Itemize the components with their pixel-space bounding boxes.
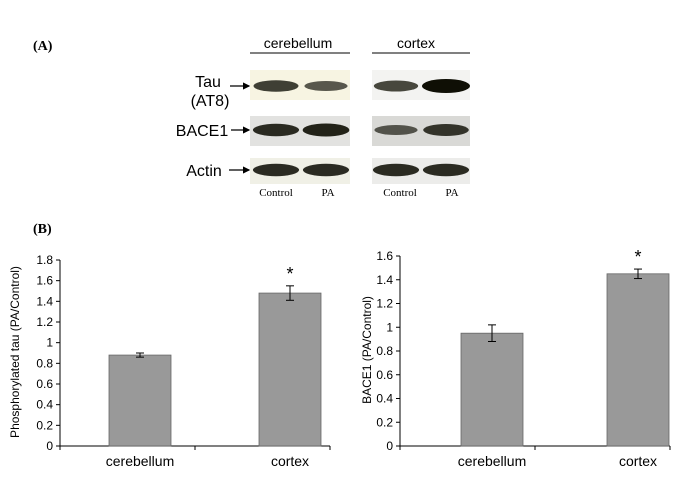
region-label-cerebellum: cerebellum <box>264 35 332 51</box>
y-tick-label: 0.8 <box>376 344 393 358</box>
y-tick-label: 0.4 <box>36 398 53 412</box>
y-tick-label: 0 <box>46 439 53 453</box>
y-tick-label: 1.2 <box>376 297 393 311</box>
y-tick-label: 1.6 <box>376 249 393 263</box>
y-axis-label: BACE1 (PA/Control) <box>360 296 374 404</box>
band-tau-cerebellum-control <box>253 80 299 92</box>
band-actin-cortex-control <box>372 163 420 177</box>
y-tick-label: 0.8 <box>36 356 53 370</box>
chart-phosphorylated-tau: 0 0.2 0.4 0.6 0.8 1 1.2 1.4 1.6 1.8 Phosphorylated… <box>8 253 331 469</box>
x-category-label-cortex: cortex <box>271 453 309 469</box>
x-category-label-cerebellum: cerebellum <box>458 453 526 469</box>
band-actin-cerebellum-pa <box>302 163 350 177</box>
row-label-bace1: BACE1 <box>176 123 229 140</box>
band-bace1-cortex-control <box>374 125 418 135</box>
significance-marker-cortex: * <box>634 247 641 267</box>
region-label-cortex: cortex <box>397 35 435 51</box>
bar-cortex <box>606 273 670 447</box>
y-tick-label: 0 <box>386 439 393 453</box>
lane-label-control-cortex: Control <box>383 187 417 199</box>
western-blots <box>250 70 470 184</box>
band-actin-cortex-pa <box>422 163 470 177</box>
y-tick-label: 1.6 <box>36 274 53 288</box>
band-bace1-cortex-pa <box>423 124 469 136</box>
y-tick-label: 1.4 <box>376 273 393 287</box>
bar-cortex <box>258 292 322 447</box>
lane-label-pa-cortex: PA <box>445 187 458 199</box>
band-tau-cortex-control <box>373 80 419 92</box>
bar-cerebellum <box>108 354 172 447</box>
band-bace1-cerebellum-control <box>252 123 300 137</box>
y-tick-label: 0.2 <box>36 418 53 432</box>
y-tick-label: 1.4 <box>36 294 53 308</box>
lane-label-control-cerebellum: Control <box>259 187 293 199</box>
band-tau-cerebellum-pa <box>304 81 348 91</box>
y-tick-label: 1 <box>46 336 53 350</box>
lane-label-pa-cerebellum: PA <box>321 187 334 199</box>
band-actin-cerebellum-control <box>252 163 300 177</box>
x-category-label-cerebellum: cerebellum <box>106 453 174 469</box>
y-tick-label: 0.6 <box>376 368 393 382</box>
y-tick-label: 1 <box>386 320 393 334</box>
band-bace1-cerebellum-pa <box>302 123 350 137</box>
significance-marker-cortex: * <box>286 264 293 284</box>
y-tick-label: 1.8 <box>36 253 53 267</box>
row-label-tau-at8: (AT8) <box>191 93 230 110</box>
row-label-actin: Actin <box>186 163 222 180</box>
chart-bace1: 0 0.2 0.4 0.6 0.8 1 1.2 1.4 1.6 BACE1 (PA/Control… <box>360 247 671 469</box>
panel-b-label: (B) <box>33 222 52 237</box>
y-axis-label: Phosphorylated tau (PA/Control) <box>8 266 22 438</box>
bar-cerebellum <box>460 332 524 447</box>
y-tick-label: 0.6 <box>36 377 53 391</box>
band-tau-cortex-pa <box>422 79 470 93</box>
y-tick-label: 1.2 <box>36 315 53 329</box>
panel-a-label: (A) <box>33 39 53 54</box>
y-tick-label: 0.4 <box>376 392 393 406</box>
y-tick-label: 0.2 <box>376 415 393 429</box>
x-category-label-cortex: cortex <box>619 453 657 469</box>
row-label-tau: Tau <box>195 74 221 91</box>
